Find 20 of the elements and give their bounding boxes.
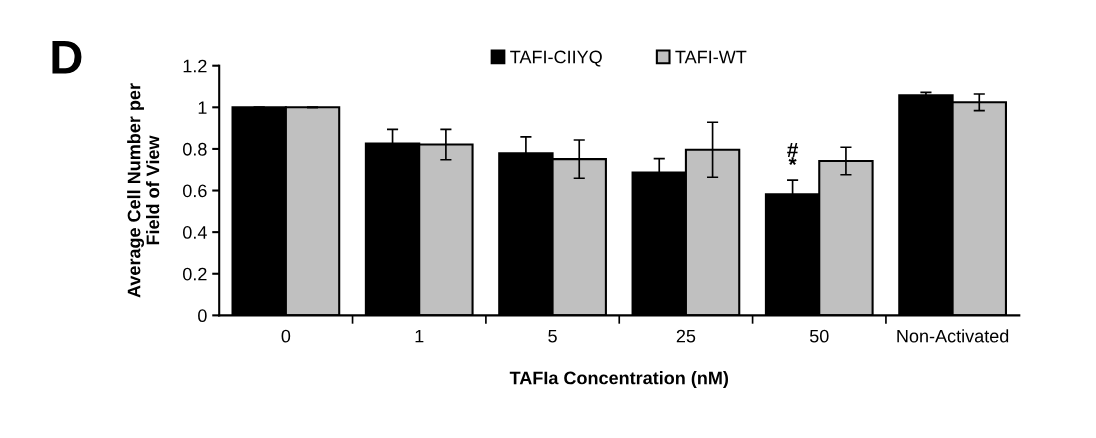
- y-tick-label: 0.8: [183, 142, 207, 156]
- y-tick-label: 1: [198, 101, 207, 114]
- legend-label: TAFI-CIIYQ: [510, 50, 602, 67]
- x-tick-label: Non-Activated: [897, 329, 1009, 343]
- y-tick-label: 0: [198, 309, 207, 323]
- x-tick-label: 0: [281, 329, 291, 343]
- x-tick-label: 25: [676, 329, 696, 343]
- x-tick-label: 5: [548, 329, 557, 343]
- text: D: [52, 41, 82, 74]
- x-axis-title: TAFIa Concentration (nM): [509, 371, 729, 388]
- x-tick-label: 50: [809, 329, 829, 343]
- y-tick-label: 0.4: [183, 226, 207, 239]
- annotation: *: [788, 157, 797, 166]
- x-tick-label: 1: [415, 329, 424, 343]
- y-axis-title: Average Cell Number per Field of View: [127, 83, 160, 298]
- y-tick-label: 1.2: [183, 59, 207, 73]
- y-tick-label: 0.6: [183, 184, 207, 198]
- y-tick-label: 0.2: [183, 267, 207, 281]
- legend-label: TAFI-WT: [675, 50, 747, 64]
- annotation: #: [787, 142, 799, 158]
